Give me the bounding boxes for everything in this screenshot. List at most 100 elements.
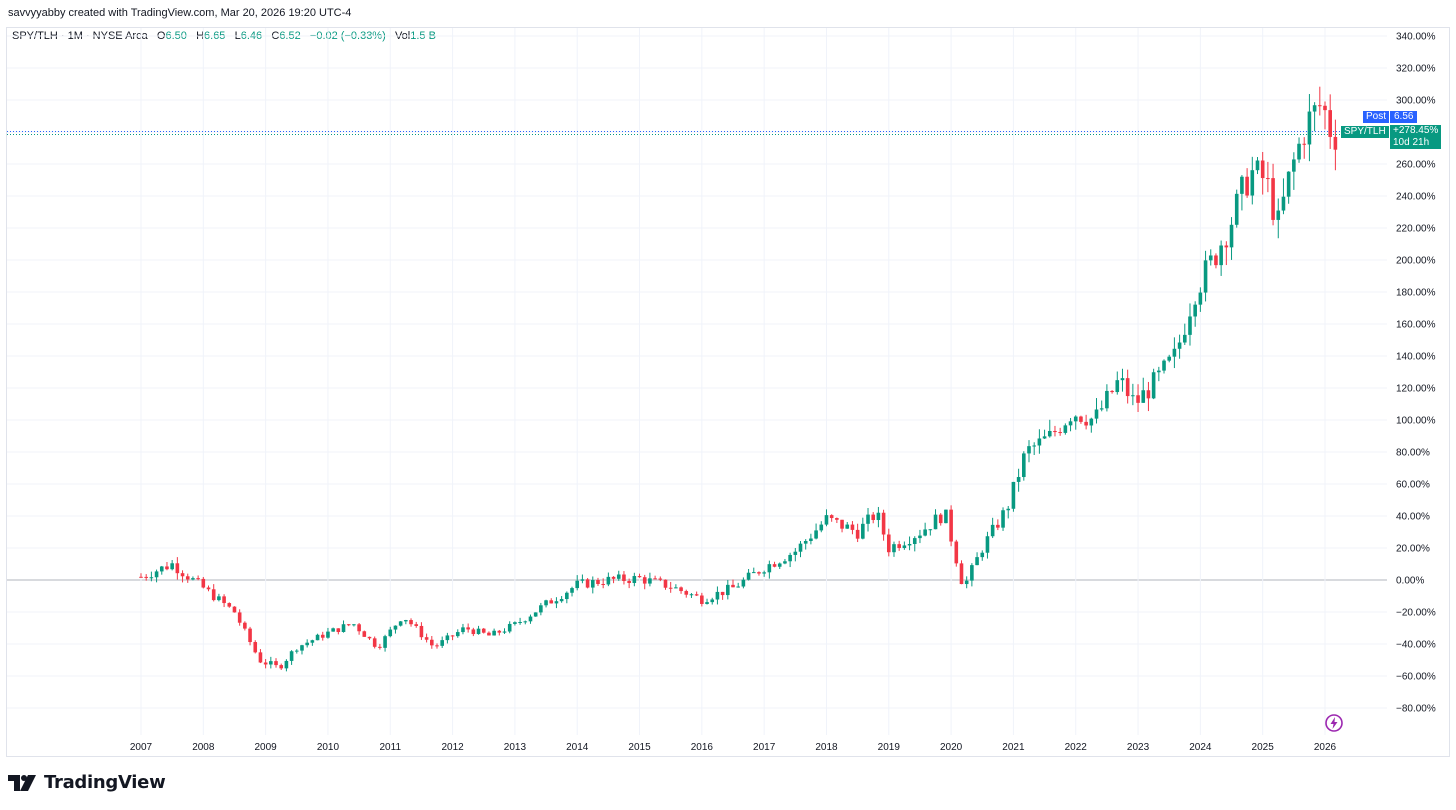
y-tick-label: 40.00% (1396, 512, 1430, 523)
candle-body (1037, 438, 1042, 446)
candle-body (294, 650, 299, 652)
candle-body (1084, 421, 1088, 426)
candle-body (513, 622, 517, 624)
candle-body (777, 563, 782, 567)
candle-body (471, 629, 476, 635)
tradingview-logo-icon (8, 774, 36, 791)
candle-body (310, 640, 315, 643)
candle-body (710, 599, 715, 603)
candle-body (1224, 245, 1229, 248)
candle-body (487, 632, 491, 636)
y-tick-label: 140.00% (1396, 352, 1436, 363)
y-tick-label: −60.00% (1396, 672, 1436, 683)
candle-body (653, 578, 657, 580)
candle-body (372, 638, 377, 647)
candle-body (424, 637, 429, 640)
candle-body (1105, 390, 1109, 409)
candle-body (1131, 395, 1135, 397)
candle-body (1027, 446, 1031, 454)
candle-body (1016, 477, 1021, 482)
candle-body (944, 509, 948, 524)
candle-body (570, 588, 574, 593)
candle-body (289, 651, 294, 661)
candle-body (539, 605, 543, 613)
candle-body (964, 580, 969, 585)
candle-body (1323, 105, 1327, 111)
candle-body (518, 622, 522, 624)
chart-frame (6, 27, 1450, 757)
candle-body (1177, 342, 1182, 349)
post-value: 6.56 (1394, 111, 1414, 122)
candle-body (435, 645, 439, 647)
x-tick-label: 2007 (130, 742, 153, 753)
candle-body (715, 591, 720, 600)
candle-body (326, 631, 330, 638)
candle-body (1110, 390, 1114, 393)
candle-body (461, 627, 465, 633)
candle-body (1250, 170, 1255, 196)
y-tick-label: −20.00% (1396, 608, 1436, 619)
candle-body (601, 583, 605, 585)
candle-body (907, 544, 912, 546)
candle-body (746, 572, 751, 580)
candle-body (362, 631, 367, 637)
candle-body (320, 634, 325, 638)
candle-body (445, 635, 450, 641)
current-price-tag: +278.45% 10d 21h (1390, 125, 1442, 149)
candle-body (1167, 356, 1172, 361)
candle-body (565, 592, 569, 600)
candle-body (430, 639, 434, 646)
candle-body (1001, 510, 1005, 528)
x-tick-label: 2018 (815, 742, 838, 753)
y-tick-label: 300.00% (1396, 96, 1436, 107)
candle-body (149, 577, 154, 579)
x-tick-label: 2009 (255, 742, 278, 753)
candle-body (544, 600, 548, 606)
candle-body (627, 580, 631, 584)
candle-body (585, 579, 590, 588)
y-tick-label: 180.00% (1396, 288, 1436, 299)
candle-body (1136, 395, 1140, 403)
candle-body (1120, 378, 1125, 381)
candle-body (1058, 432, 1062, 434)
candle-body (923, 529, 927, 536)
candle-body (466, 627, 470, 630)
candle-body (1297, 143, 1301, 160)
y-tick-label: −80.00% (1396, 704, 1436, 715)
candle-body (165, 566, 169, 570)
candle-body (263, 662, 268, 665)
candle-body (1089, 418, 1094, 426)
y-tick-label: 80.00% (1396, 448, 1430, 459)
candle-body (606, 576, 611, 585)
candle-body (741, 579, 746, 587)
candle-body (668, 587, 673, 589)
brand-name: TradingView (44, 772, 166, 793)
candle-body (824, 515, 829, 525)
candle-body (1042, 436, 1047, 439)
candle-body (1073, 416, 1078, 422)
candle-body (1157, 370, 1161, 373)
candle-body (632, 576, 637, 584)
candle-body (590, 580, 595, 588)
candle-body (762, 572, 766, 574)
candle-body (450, 635, 455, 637)
y-tick-label: 320.00% (1396, 64, 1436, 75)
lightning-icon[interactable] (1324, 713, 1344, 733)
candle-body (845, 524, 850, 529)
candle-body (580, 579, 585, 581)
tradingview-logo[interactable]: TradingView (8, 772, 166, 793)
candle-body (1099, 408, 1104, 410)
candle-body (201, 578, 206, 588)
candle-body (928, 529, 933, 531)
candle-body (783, 561, 787, 564)
candle-body (902, 545, 907, 549)
candle-body (1115, 380, 1120, 393)
candle-body (684, 591, 689, 595)
candle-body (933, 514, 938, 530)
x-tick-label: 2016 (691, 742, 714, 753)
candle-body (694, 594, 699, 596)
candle-body (658, 578, 663, 580)
candle-body (949, 509, 953, 542)
candle-body (507, 623, 512, 632)
